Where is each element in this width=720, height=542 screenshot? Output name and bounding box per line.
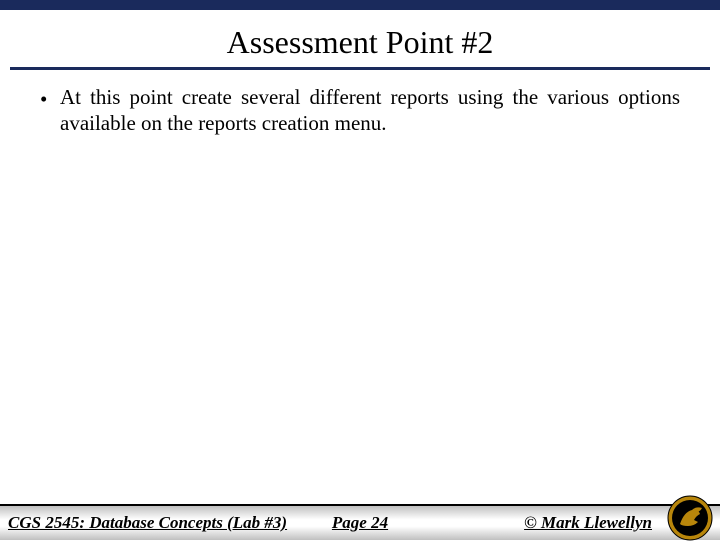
slide-title: Assessment Point #2: [0, 10, 720, 67]
ucf-pegasus-logo-icon: [666, 494, 714, 542]
title-underline: [10, 67, 710, 70]
footer-course: CGS 2545: Database Concepts (Lab #3): [8, 513, 287, 533]
slide-footer: CGS 2545: Database Concepts (Lab #3) Pag…: [0, 504, 720, 540]
footer-page: Page 24: [332, 513, 388, 533]
bullet-marker: •: [40, 84, 60, 112]
bullet-text: At this point create several different r…: [60, 84, 680, 137]
top-accent-bar: [0, 0, 720, 10]
footer-copyright: © Mark Llewellyn: [524, 513, 652, 533]
slide-content: • At this point create several different…: [0, 84, 720, 137]
bullet-item: • At this point create several different…: [40, 84, 680, 137]
footer-bar: CGS 2545: Database Concepts (Lab #3) Pag…: [0, 506, 720, 540]
